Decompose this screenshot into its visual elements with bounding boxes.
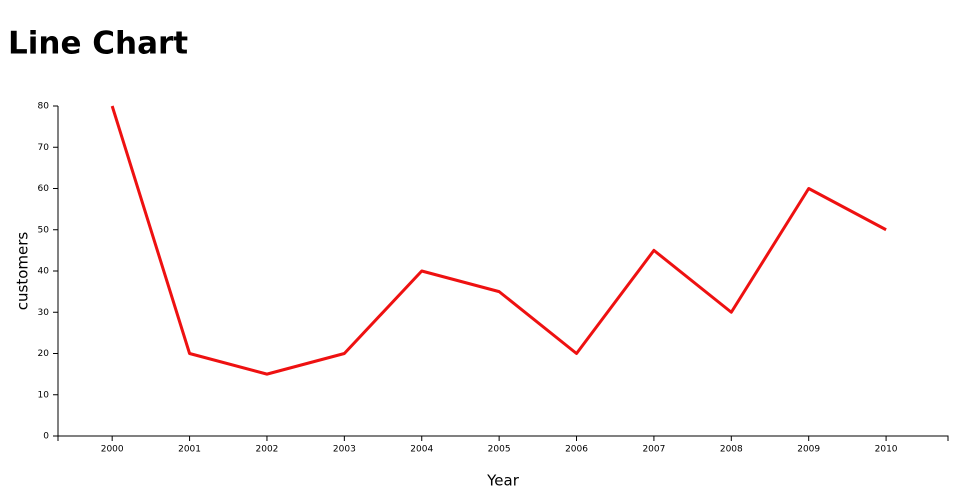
x-tick-label: 2003 — [333, 445, 356, 455]
data-line — [110, 105, 887, 376]
x-tick-label: 2001 — [178, 445, 201, 455]
x-tick-label: 2010 — [875, 445, 898, 455]
y-tick-label: 50 — [38, 225, 50, 235]
y-tick-label: 60 — [38, 184, 50, 194]
x-axis-line — [57, 435, 949, 441]
x-tick-label: 2009 — [797, 445, 820, 455]
x-axis-label: Year — [486, 472, 520, 490]
y-tick-label: 80 — [38, 102, 50, 112]
x-tick-label: 2006 — [565, 445, 588, 455]
y-tick-label: 0 — [43, 432, 49, 442]
chart-title: Line Chart — [8, 26, 188, 62]
x-tick-label: 2005 — [488, 445, 511, 455]
y-axis-label: customers — [14, 232, 32, 311]
x-tick-label: 2004 — [410, 445, 433, 455]
y-tick-label: 30 — [38, 308, 50, 318]
y-tick-label: 10 — [38, 390, 50, 400]
y-tick-label: 70 — [38, 143, 50, 153]
x-tick-label: 2000 — [101, 445, 124, 455]
x-tick-label: 2002 — [256, 445, 279, 455]
y-tick-label: 20 — [38, 349, 50, 359]
x-tick-label: 2008 — [720, 445, 743, 455]
y-tick-label: 40 — [38, 267, 50, 277]
x-tick-label: 2007 — [642, 445, 665, 455]
